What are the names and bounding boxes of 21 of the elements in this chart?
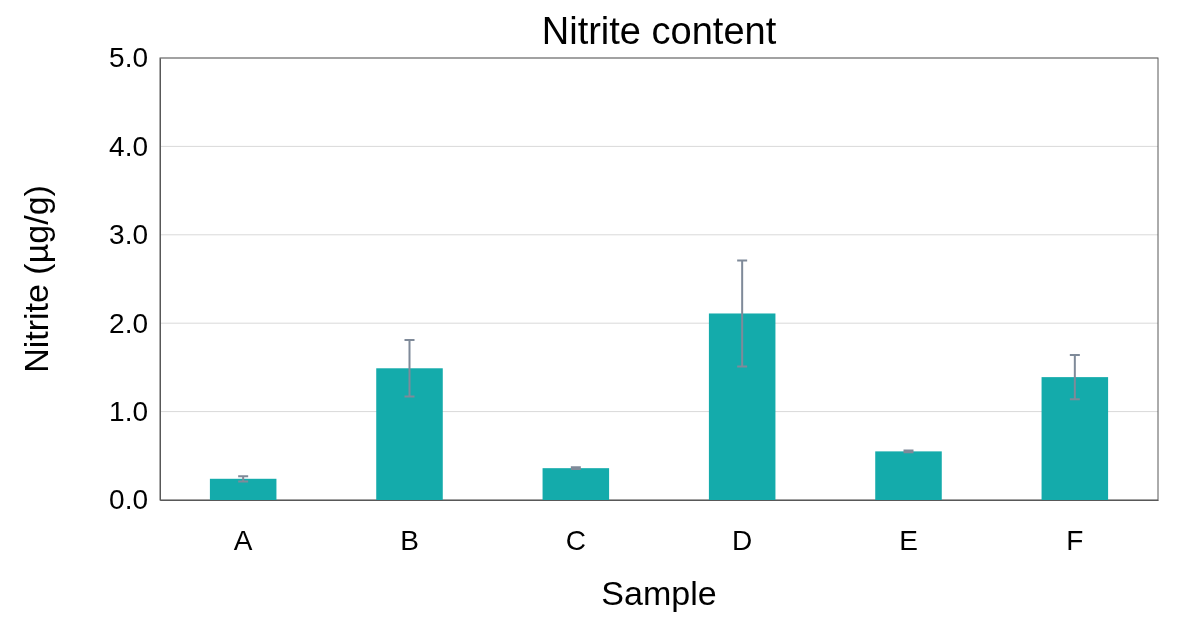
- x-tick-label: D: [732, 524, 753, 556]
- bar: [708, 313, 776, 500]
- bar: [376, 368, 443, 500]
- x-tick-label: F: [1066, 524, 1084, 556]
- bar: [542, 468, 610, 500]
- x-tick-label: B: [400, 524, 419, 556]
- y-tick-label: 4.0: [109, 130, 148, 162]
- x-tick-label: E: [899, 524, 918, 556]
- x-tick-label: C: [565, 524, 586, 556]
- y-tick-label: 2.0: [109, 307, 148, 339]
- x-axis-title: Sample: [601, 574, 717, 612]
- y-tick-label: 5.0: [109, 42, 148, 74]
- y-tick-label: 0.0: [109, 484, 148, 516]
- y-axis-title: Nitrite (µg/g): [17, 185, 55, 373]
- chart-title: Nitrite content: [541, 10, 777, 52]
- y-tick-label: 1.0: [109, 396, 148, 428]
- y-tick-label: 3.0: [109, 219, 148, 251]
- x-tick-label: A: [233, 524, 253, 556]
- bar: [209, 478, 277, 500]
- bar: [1041, 377, 1109, 500]
- bar: [875, 451, 942, 500]
